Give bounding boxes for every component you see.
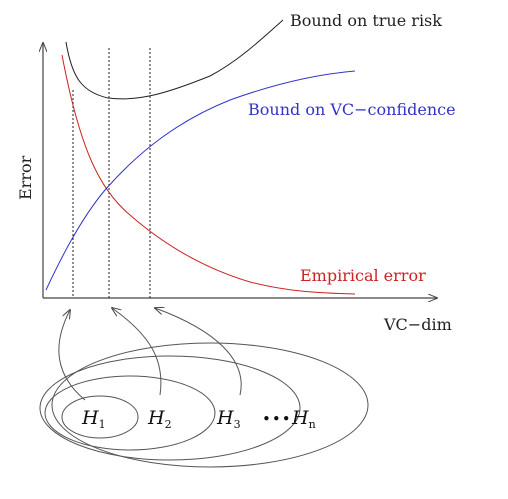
x-axis-label: VC−dim [383, 315, 452, 334]
h2-label: H2 [147, 407, 172, 431]
arrow-h2 [112, 308, 162, 396]
ellipse-h1 [61, 395, 139, 439]
ellipse-hn [51, 342, 369, 468]
ellipse-h3 [39, 355, 301, 461]
arrow-h1 [58, 310, 86, 401]
true-risk-curve [65, 19, 284, 100]
hn-label: Hn [291, 407, 316, 431]
arrow-h3 [155, 308, 242, 396]
h3-label: H3 [216, 407, 241, 431]
ellipsis-dots: ••• [262, 410, 292, 428]
h1-label: H1 [81, 407, 106, 431]
true-risk-label: Bound on true risk [290, 11, 442, 30]
vc-confidence-label: Bound on VC−confidence [248, 100, 456, 119]
vc-confidence-curve [45, 70, 356, 291]
empirical-error-curve [61, 54, 356, 295]
y-axis-label: Error [16, 155, 35, 200]
empirical-error-label: Empirical error [300, 266, 426, 285]
ellipse-h2 [44, 375, 216, 451]
